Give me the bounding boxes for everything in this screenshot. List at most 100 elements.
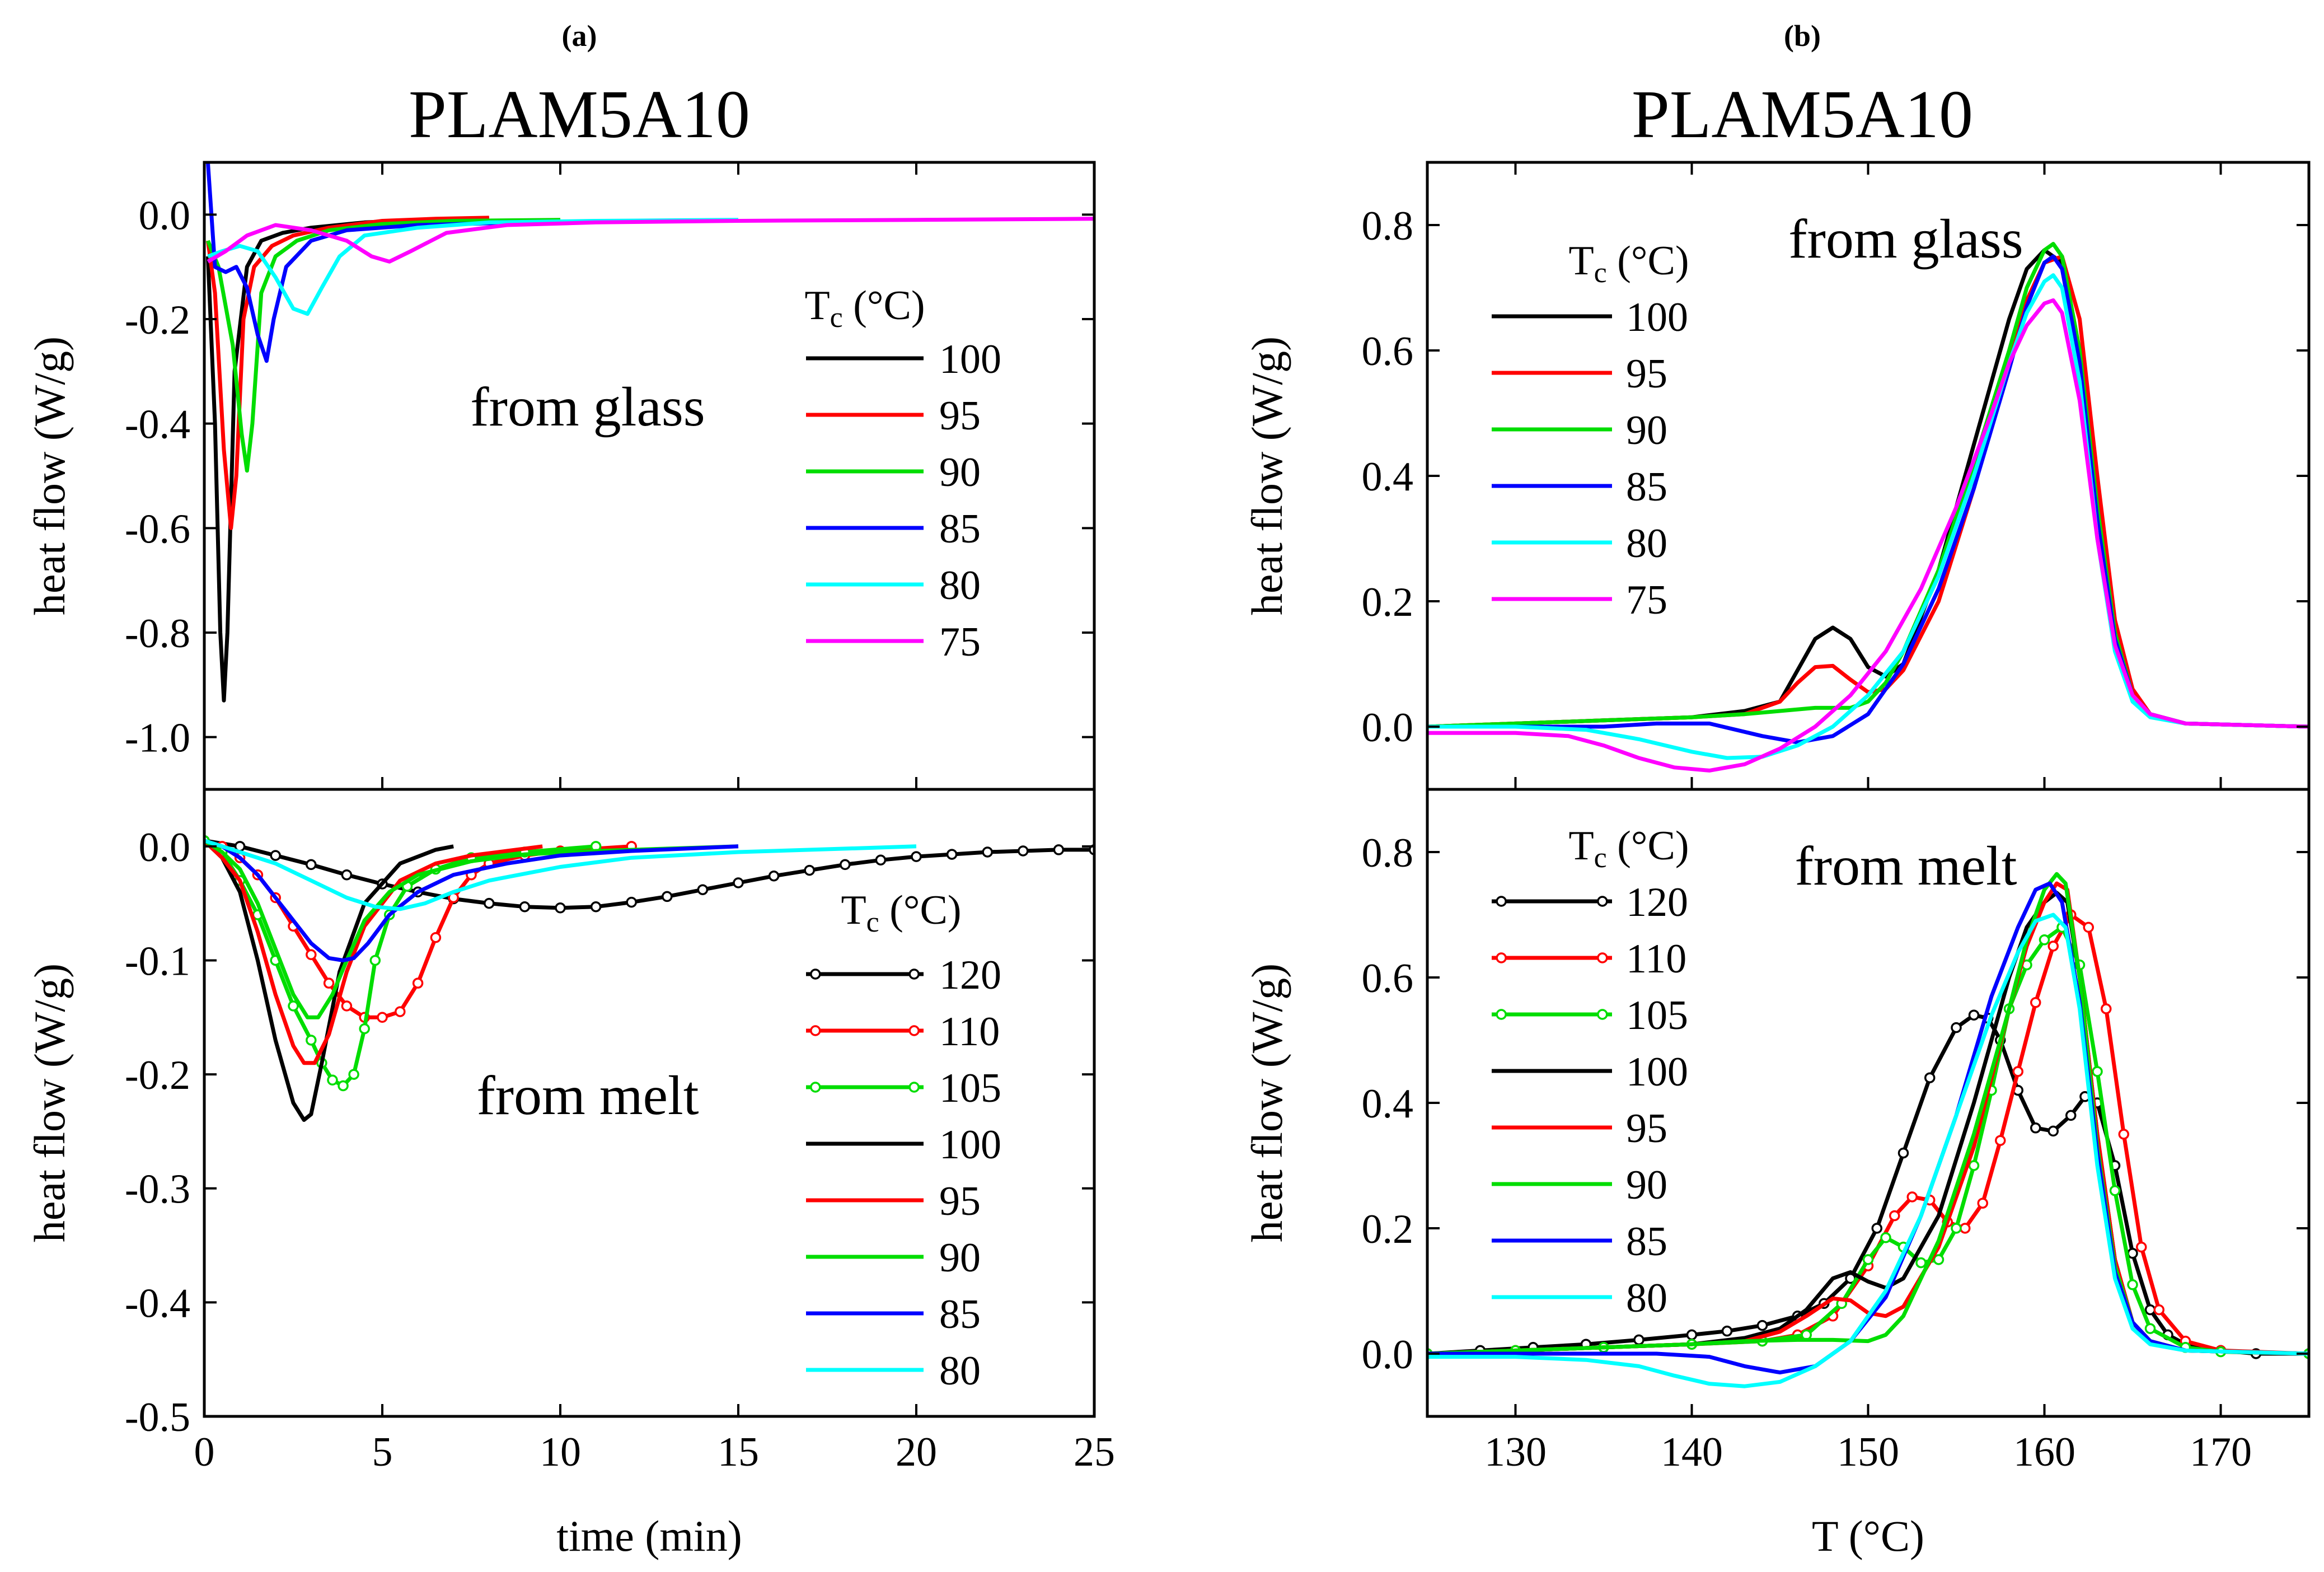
xtick-label-b-bottom: 150 [1837,1429,1899,1475]
legend-marker-a-bottom-120 [810,969,821,980]
ytick-label-a-top: -0.6 [125,506,190,552]
legend-marker-a-bottom-120 [908,969,920,980]
xtick-label-b-bottom: 170 [2190,1429,2252,1475]
series-line-b-bottom-105 [1427,925,2309,1356]
plot-a-top: 0.0 -0.2 -0.4 -0.6 -0.8 -1.0 heat flow (W/g) fr… [25,161,1096,791]
series-point-b-bottom-120 [1897,1147,1909,1159]
ytick-label-b-bottom: 0.4 [1362,1081,1414,1127]
series-point-b-bottom-120 [1871,1223,1882,1234]
series-point-a-bottom-105 [288,1000,299,1012]
series-point-b-bottom-120 [2144,1304,2156,1316]
series-point-b-bottom-120 [1721,1325,1733,1337]
series-line-b-bottom-80 [1427,913,2309,1388]
series-point-b-bottom-120 [1951,1022,1962,1033]
plot-area-b-top [1427,242,2309,773]
series-point-a-bottom-105 [369,955,381,966]
series-point-b-bottom-110 [1906,1191,1918,1203]
legend-label-a-bottom-85: 85 [939,1292,981,1337]
series-point-b-bottom-105 [1968,1160,1980,1171]
legend-label-a-top-85: 85 [939,506,981,552]
plot-area-a-bottom [204,835,1094,1122]
series-point-a-bottom-120 [662,891,673,902]
ytick-label-a-top: -1.0 [125,715,190,761]
legend-label-b-top-85: 85 [1626,464,1667,510]
series-line-a-bottom-120 [204,839,1094,910]
xtick-label-b-bottom: 140 [1661,1429,1723,1475]
series-point-b-bottom-105 [2144,1323,2156,1334]
series-point-b-bottom-120 [2030,1122,2041,1134]
xtick-label-b-bottom: 130 [1484,1429,1547,1475]
legend-label-b-bottom-110: 110 [1626,936,1686,982]
legend-marker-b-bottom-105 [1597,1009,1608,1020]
xlabel-b-bottom: T (°C) [1812,1512,1924,1560]
series-point-a-bottom-120 [768,871,780,882]
series-point-b-bottom-120 [1924,1072,1936,1083]
series-point-a-bottom-120 [697,884,709,895]
xlabel-a-bottom: time (min) [556,1512,742,1560]
legend-label-b-top-90: 90 [1626,408,1667,453]
series-point-b-bottom-110 [2083,921,2094,933]
series-point-b-bottom-110 [1889,1210,1900,1222]
series-point-a-bottom-110 [306,949,317,961]
legend-label-a-bottom-120: 120 [939,952,1001,998]
panel-b-title: PLAM5A10 [1632,77,1973,152]
plot-a-bottom: 0.0 -0.1 -0.2 -0.3 -0.4 -0.50 5 10 15 20 25 heat fl… [25,788,1115,1560]
plot-b-top: 0.0 0.2 0.4 0.6 0.8 heat flow (W/g) from glass… [1243,161,2311,791]
legend-title-a-bottom: Tc (°C) [841,887,961,938]
ytick-label-a-bottom: -0.2 [125,1052,190,1098]
ylabel-a-top: heat flow (W/g) [25,336,74,615]
ytick-label-a-top: -0.4 [125,402,190,448]
ytick-label-b-bottom: 0.6 [1362,956,1414,1002]
annotation-b-top: from glass [1788,208,2023,270]
plot-area-a-top [205,162,1094,703]
series-point-a-bottom-110 [341,1000,353,1012]
legend-title-a-top: Tc (°C) [804,283,925,334]
series-point-b-bottom-105 [1880,1232,1891,1243]
series-line-a-top-85 [205,162,632,363]
series-point-b-bottom-110 [1960,1223,1971,1234]
series-line-b-bottom-120 [1427,1013,2309,1356]
series-line-b-bottom-110 [1427,913,2309,1356]
series-line-b-top-95 [1427,254,2309,729]
series-point-b-bottom-120 [2065,1110,2077,1121]
series-point-b-bottom-105 [2109,1185,2121,1196]
panel-a-tag: (a) [562,19,597,53]
series-point-b-bottom-120 [1633,1334,1644,1346]
series-line-a-bottom-80 [204,839,917,911]
series-point-a-bottom-120 [840,859,851,871]
series-line-a-bottom-95 [204,839,543,1065]
series-line-a-bottom-100 [204,839,454,1122]
series-point-b-bottom-110 [2136,1241,2147,1253]
series-line-b-bottom-100 [1427,891,2309,1356]
series-point-b-bottom-110 [2030,997,2041,1008]
series-point-a-bottom-105 [359,1023,370,1035]
series-point-a-bottom-110 [377,1012,388,1023]
series-point-b-bottom-105 [1951,1223,1962,1234]
series-point-b-bottom-105 [1915,1257,1927,1269]
legend-marker-b-bottom-110 [1597,952,1608,963]
ytick-label-b-top: 0.4 [1362,454,1414,500]
plot-b-bottom: 0.0 0.2 0.4 0.6 0.8 130 140 150 160 170 heat flow … [1243,788,2311,1560]
series-point-b-bottom-110 [2153,1304,2164,1316]
legend-label-a-bottom-100: 100 [939,1122,1001,1168]
xtick-label-a-bottom: 0 [194,1429,215,1475]
legend-label-a-top-80: 80 [939,563,981,609]
series-line-a-bottom-90 [204,839,739,1019]
ytick-label-b-top: 0.6 [1362,329,1414,375]
ytick-label-a-top: -0.8 [125,611,190,657]
series-point-a-bottom-120 [270,850,281,861]
ytick-label-a-bottom: -0.3 [125,1167,190,1213]
annotation-a-bottom: from melt [476,1064,699,1126]
ytick-label-a-top: 0.0 [139,193,191,238]
legend-label-b-bottom-95: 95 [1626,1106,1667,1152]
legend-marker-b-bottom-120 [1597,896,1608,907]
ytick-label-a-bottom: -0.1 [125,938,190,984]
series-line-b-bottom-85 [1427,881,2309,1375]
legend-label-a-top-90: 90 [939,450,981,495]
series-point-b-bottom-105 [2039,934,2050,946]
series-point-a-bottom-120 [946,849,958,860]
legend-label-b-bottom-85: 85 [1626,1219,1667,1265]
series-point-a-bottom-110 [395,1006,406,1017]
legend-marker-a-bottom-105 [810,1082,821,1093]
legend-label-a-bottom-90: 90 [939,1235,981,1281]
